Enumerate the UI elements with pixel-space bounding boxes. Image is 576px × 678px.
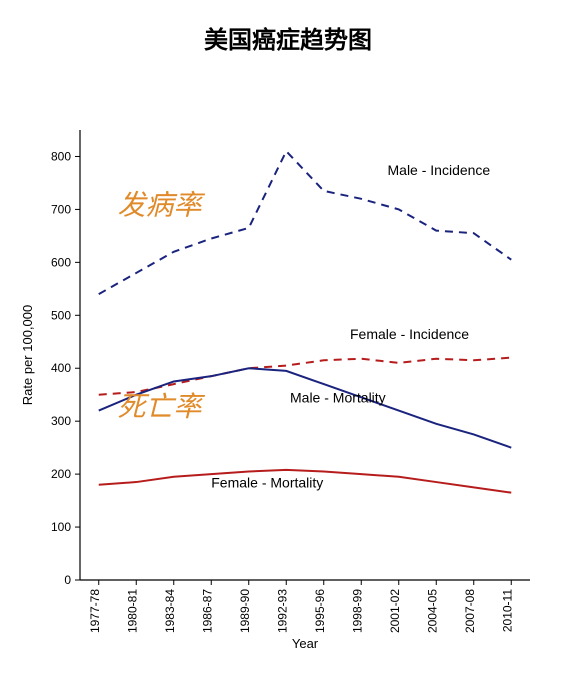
y-tick-label: 700	[51, 202, 71, 216]
annotation-1: 死亡率	[118, 392, 206, 423]
chart-title: 美国癌症趋势图	[0, 20, 576, 55]
x-tick-label: 2001-02	[388, 589, 402, 633]
x-axis-label: Year	[292, 636, 319, 650]
series-label-male_mortality: Male - Mortality	[290, 390, 386, 406]
x-tick-label: 2010-11	[500, 589, 514, 632]
x-tick-label: 1977-78	[88, 589, 102, 633]
x-tick-label: 1989-90	[238, 589, 252, 633]
y-tick-label: 200	[51, 467, 71, 481]
y-tick-label: 800	[51, 149, 71, 163]
x-tick-label: 2004-05	[425, 589, 439, 633]
x-tick-label: 1986-87	[200, 589, 214, 633]
series-label-female_incidence: Female - Incidence	[350, 326, 469, 342]
x-tick-label: 1980-81	[125, 589, 139, 633]
series-label-female_mortality: Female - Mortality	[211, 474, 323, 490]
x-tick-label: 1983-84	[163, 589, 177, 633]
y-tick-label: 400	[51, 361, 71, 375]
x-tick-label: 1992-93	[275, 589, 289, 633]
y-tick-label: 600	[51, 255, 71, 269]
y-tick-label: 100	[51, 520, 71, 534]
annotation-0: 发病率	[118, 191, 206, 222]
y-tick-label: 0	[64, 573, 71, 587]
series-label-male_incidence: Male - Incidence	[388, 162, 491, 178]
x-tick-label: 1998-99	[350, 589, 364, 633]
cancer-trend-chart: 0 100 200 300 400 500 600 700 800 1977-78 1980-81 1…	[0, 90, 576, 650]
x-tick-label: 1995-96	[313, 589, 327, 633]
y-tick-label: 300	[51, 414, 71, 428]
x-tick-label: 2007-08	[463, 589, 477, 633]
y-axis-label: Rate per 100,000	[20, 305, 35, 405]
y-tick-label: 500	[51, 308, 71, 322]
